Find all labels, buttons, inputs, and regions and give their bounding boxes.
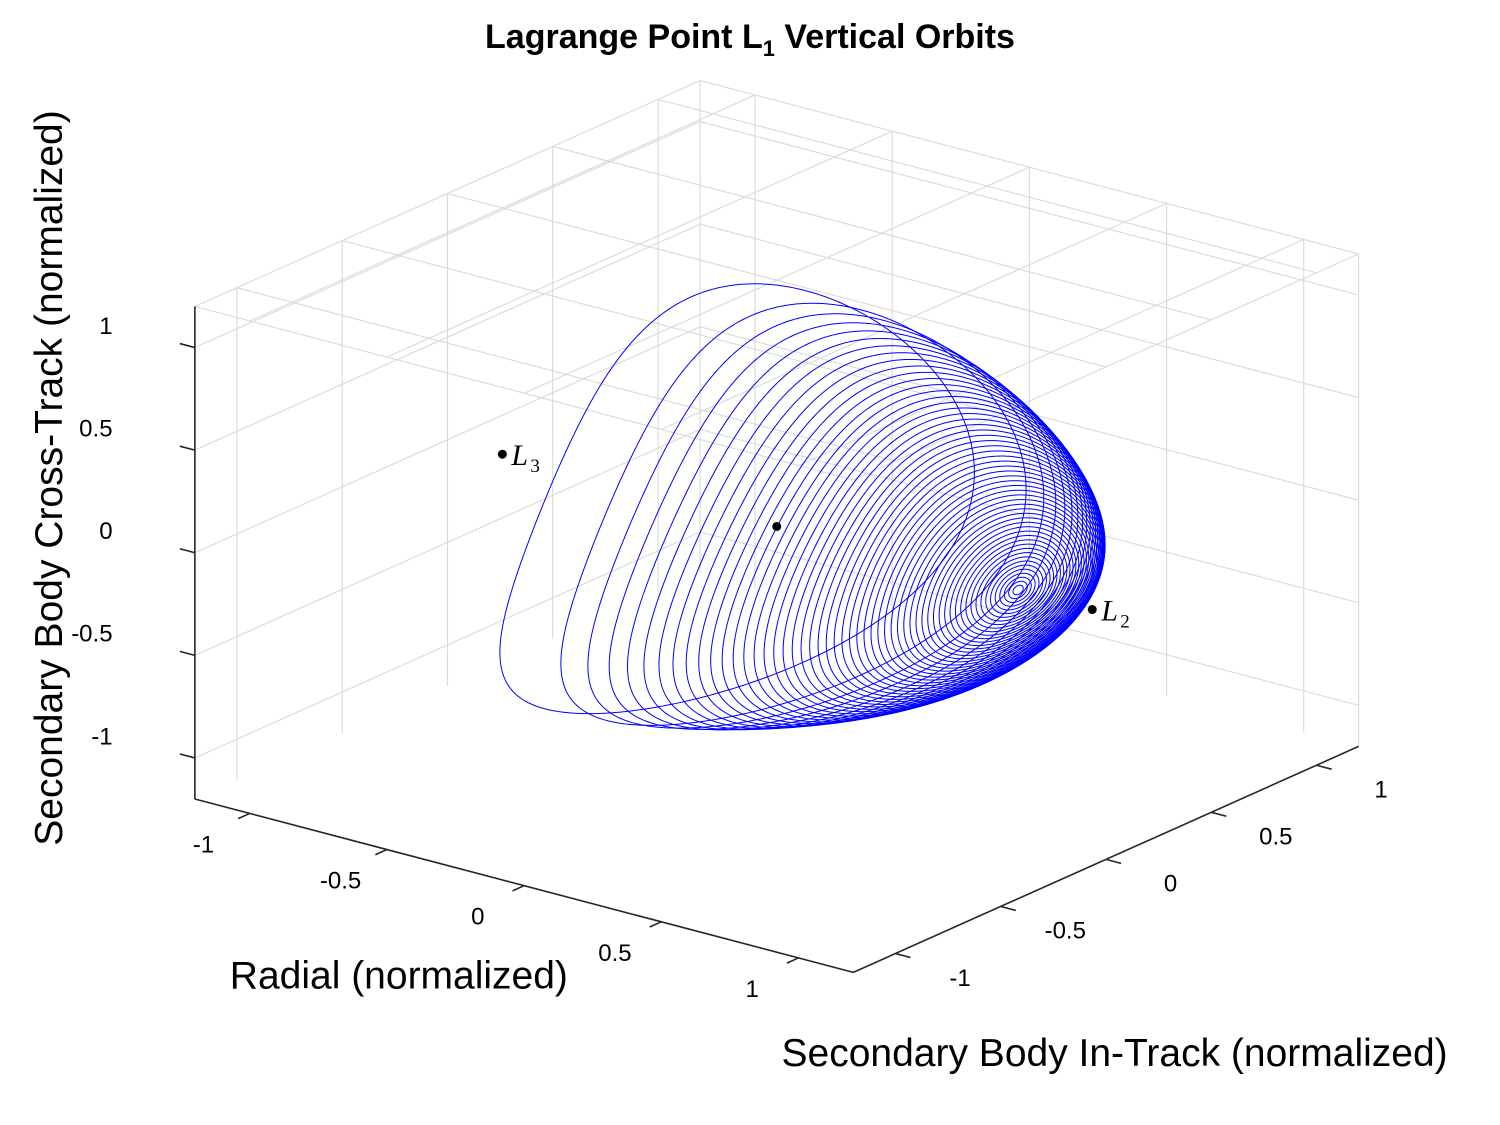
svg-text:-0.5: -0.5: [320, 868, 361, 895]
svg-text:-1: -1: [193, 831, 214, 858]
svg-text:0.5: 0.5: [79, 415, 112, 442]
svg-text:L: L: [1100, 595, 1118, 628]
svg-text:1: 1: [745, 976, 758, 1003]
svg-text:0: 0: [99, 518, 112, 545]
svg-text:1: 1: [1374, 777, 1387, 804]
svg-text:0.5: 0.5: [598, 940, 631, 967]
svg-text:-1: -1: [91, 723, 112, 750]
svg-text:Radial (normalized): Radial (normalized): [230, 954, 568, 997]
svg-text:-0.5: -0.5: [71, 621, 112, 648]
svg-text:1: 1: [99, 313, 112, 340]
svg-text:Secondary Body In-Track (norma: Secondary Body In-Track (normalized): [782, 1032, 1448, 1075]
svg-text:-0.5: -0.5: [1045, 918, 1086, 945]
svg-text:2: 2: [1120, 612, 1130, 633]
svg-text:0: 0: [471, 904, 484, 931]
svg-text:L: L: [510, 439, 528, 472]
svg-text:0: 0: [1164, 871, 1177, 898]
svg-text:-1: -1: [949, 965, 970, 992]
svg-text:3: 3: [530, 456, 540, 477]
svg-text:Secondary Body Cross-Track (no: Secondary Body Cross-Track (normalized): [28, 110, 71, 845]
svg-text:0.5: 0.5: [1259, 824, 1292, 851]
